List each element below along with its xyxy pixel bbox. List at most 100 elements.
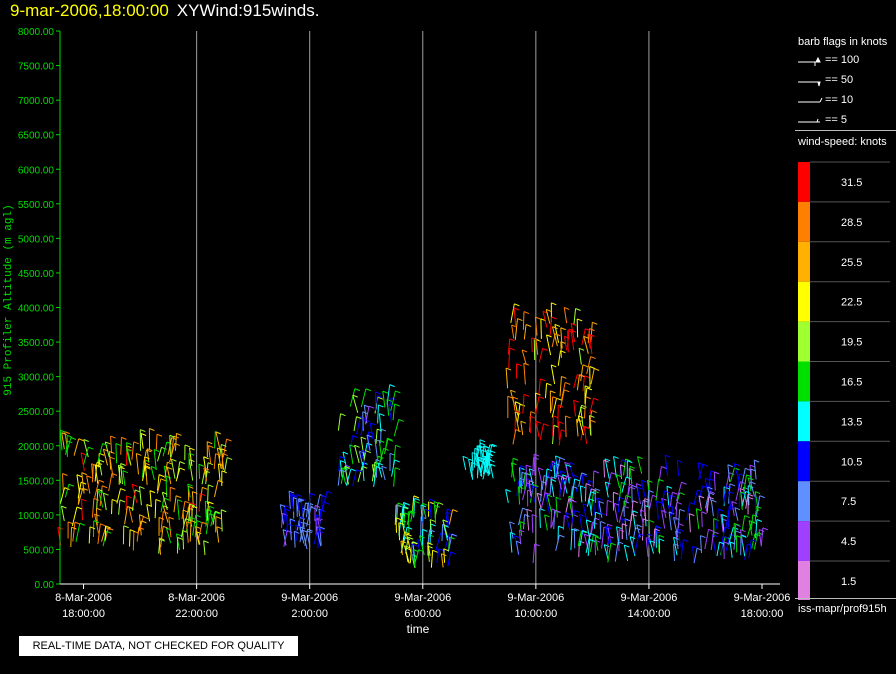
wind-barb (319, 509, 321, 526)
wind-barb-flag (88, 446, 94, 450)
wind-barb-flag (481, 449, 487, 453)
y-tick-label: 1500.00 (18, 476, 55, 487)
barb-legend-glyphs (798, 56, 823, 123)
x-tick-label-time: 22:00:00 (175, 608, 218, 620)
wind-barb-flag (550, 478, 557, 482)
wind-barb (480, 456, 486, 476)
wind-barb-flag (468, 458, 474, 462)
wind-barb (284, 509, 288, 525)
wind-barb-flag (356, 416, 362, 420)
wind-barb-flag (462, 455, 469, 459)
wind-barb-flag (349, 444, 355, 448)
wind-barb (606, 500, 608, 517)
wind-barb (120, 463, 123, 485)
wind-barb (205, 462, 209, 484)
wind-barb-flag (121, 436, 127, 440)
wind-barb (680, 539, 684, 560)
wind-barb (356, 416, 362, 435)
wind-barb-flag (593, 490, 599, 494)
wind-barb-flag (289, 492, 296, 496)
wind-barb (306, 507, 312, 527)
wind-barb (678, 529, 681, 548)
wind-barb (729, 541, 733, 558)
wind-barb (580, 364, 584, 382)
wind-barb-flag (578, 347, 585, 351)
wind-barb-flag (62, 473, 68, 476)
wind-barb (740, 468, 746, 489)
wind-barb-flag (93, 520, 99, 524)
wind-barb (529, 416, 532, 433)
colorbar-label: 1.5 (841, 576, 856, 588)
wind-barb-flag (543, 474, 550, 478)
wind-barb (117, 465, 122, 484)
wind-barb-flag (398, 522, 405, 526)
wind-barb (760, 527, 764, 547)
x-tick-label-time: 2:00:00 (291, 608, 328, 620)
x-tick-label-date: 9-Mar-2006 (734, 592, 791, 604)
wind-barb (545, 494, 551, 515)
wind-barb-flag (515, 429, 521, 432)
wind-barb (131, 441, 135, 460)
wind-barb (540, 492, 546, 511)
wind-barb (299, 526, 305, 544)
wind-barb-flag (122, 470, 129, 474)
wind-barb-flag (733, 522, 740, 526)
wind-barb (587, 539, 591, 556)
wind-barb-flag (561, 429, 567, 433)
wind-barb-flag (296, 494, 303, 497)
wind-barb-flag (589, 328, 595, 332)
wind-barb (298, 516, 303, 533)
wind-barb (555, 457, 561, 478)
wind-barb-flag (364, 419, 370, 423)
wind-barb-flag (595, 536, 601, 539)
wind-barb-flag (314, 504, 321, 508)
legend-divider (795, 130, 896, 131)
wind-barb-flag (136, 452, 142, 456)
wind-barb-flag (636, 524, 642, 528)
wind-barb-flag (414, 497, 420, 501)
wind-barb-flag (544, 492, 551, 496)
wind-barb (571, 510, 576, 524)
wind-barb (176, 499, 180, 521)
x-tick-label-date: 8-Mar-2006 (55, 592, 112, 604)
wind-barb (115, 443, 118, 464)
wind-barb (733, 463, 740, 481)
wind-barb-flag (420, 504, 427, 508)
wind-barb (371, 462, 376, 482)
wind-barb-flag (621, 459, 627, 463)
wind-barb-flag (160, 478, 167, 482)
wind-barb-flag (354, 388, 361, 392)
wind-barb-flag (740, 481, 746, 485)
wind-barb-flag (80, 452, 87, 456)
wind-barb-flag (352, 394, 358, 398)
wind-barb-flag (165, 475, 172, 479)
wind-barb (704, 492, 710, 509)
wind-barb-flag (339, 456, 346, 460)
wind-barb (162, 441, 168, 457)
wind-barb (153, 449, 157, 471)
wind-barb-flag (734, 507, 741, 511)
wind-barb-flag (571, 499, 577, 503)
wind-barb (102, 493, 107, 511)
wind-barb-flag (350, 468, 357, 472)
wind-barb (295, 525, 297, 541)
wind-barb (632, 510, 637, 530)
wind-barb-flag (429, 529, 435, 533)
wind-barb-flag (692, 545, 698, 549)
wind-barb (188, 504, 191, 521)
wind-barb-flag (574, 510, 580, 513)
wind-barb (728, 527, 734, 545)
wind-barb-flag (589, 414, 595, 418)
colorbar-segment (798, 481, 810, 522)
wind-barb (728, 491, 732, 511)
wind-barb-flag (437, 502, 444, 506)
wind-barb-flag (550, 390, 556, 394)
wind-barb (562, 476, 568, 497)
wind-barb-flag (141, 520, 147, 524)
wind-barb-flag (145, 466, 151, 470)
wind-barb (710, 499, 714, 517)
wind-barb-flag (748, 496, 754, 500)
wind-barb (720, 536, 724, 557)
wind-barb-flag (647, 533, 653, 537)
wind-barb (216, 526, 220, 543)
